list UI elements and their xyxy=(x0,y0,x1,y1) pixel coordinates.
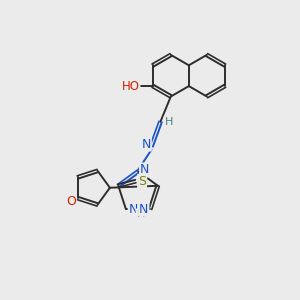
Text: H: H xyxy=(164,117,173,127)
Text: N: N xyxy=(139,202,148,215)
Text: H: H xyxy=(136,209,145,219)
Text: N: N xyxy=(140,164,149,176)
Text: HO: HO xyxy=(122,80,140,93)
Text: S: S xyxy=(138,175,146,188)
Text: N: N xyxy=(129,202,138,215)
Text: O: O xyxy=(66,195,76,208)
Text: N: N xyxy=(141,138,151,151)
